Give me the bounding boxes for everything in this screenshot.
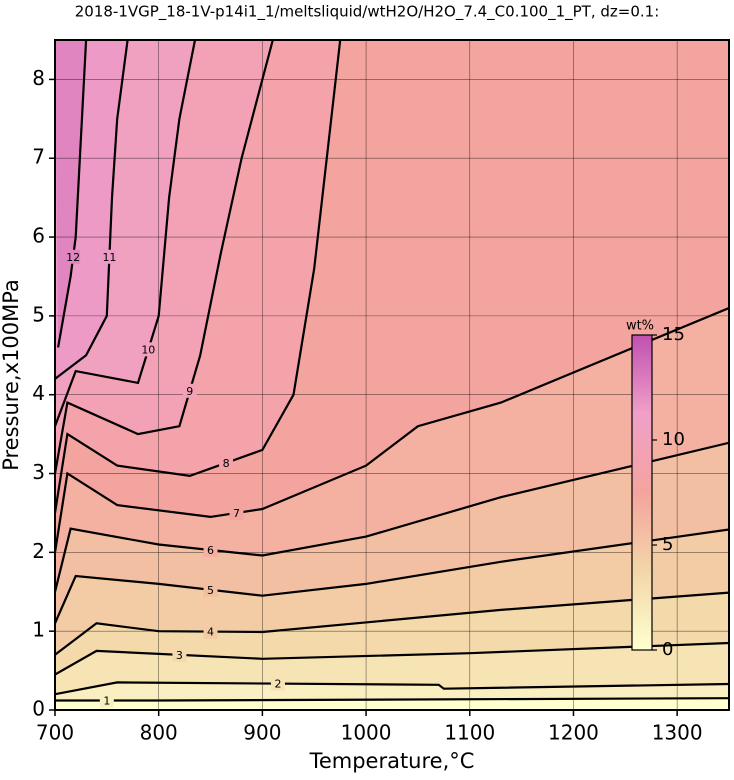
x-tick-label: 1300 <box>652 721 703 745</box>
y-tick-label: 2 <box>32 539 45 563</box>
contour-line <box>55 681 729 696</box>
contour-label: 11 <box>102 251 116 264</box>
colorbar-bar <box>631 334 653 651</box>
contour-line <box>55 306 729 553</box>
contour-label-bg <box>270 676 285 691</box>
contour-label: 6 <box>207 544 214 557</box>
contour-label: 1 <box>103 695 110 708</box>
y-tick-label: 3 <box>32 460 45 484</box>
colorbar-tick-label: 15 <box>662 324 685 345</box>
contour-label: 2 <box>274 678 281 691</box>
y-tick-label: 5 <box>32 302 45 326</box>
contour-label: 4 <box>207 626 214 639</box>
chart-title: 2018-1VGP_18-1V-p14i1_1/meltsliquid/wtH2… <box>75 3 660 22</box>
colorbar-tick-label: 5 <box>662 534 673 555</box>
contour-label: 3 <box>176 649 183 662</box>
colorbar-tick-label: 10 <box>662 429 685 450</box>
contour-label-bg <box>66 249 81 264</box>
y-tick-label: 0 <box>32 697 45 721</box>
contour-label: 10 <box>141 343 155 356</box>
contour-label-bg <box>102 249 117 264</box>
contour-label-bg <box>182 383 197 398</box>
y-axis-label: Pressure,x100MPa <box>0 279 23 471</box>
contour-label-bg <box>219 455 234 470</box>
contour-label-bg <box>172 647 187 662</box>
x-tick-label: 800 <box>140 721 178 745</box>
contour-label: 5 <box>207 584 214 597</box>
contour-label-bg <box>99 693 114 708</box>
x-axis-label: Temperature,°C <box>309 749 475 773</box>
contour-label: 8 <box>223 457 230 470</box>
contour-line <box>55 441 729 593</box>
contour-label-bg <box>203 624 218 639</box>
contour-line <box>55 528 729 624</box>
contour-label: 7 <box>233 507 240 520</box>
colorbar-tick-label: 0 <box>662 639 673 660</box>
x-tick-label: 1100 <box>444 721 495 745</box>
contour-label-bg <box>141 342 156 357</box>
y-tick-label: 4 <box>32 381 45 405</box>
contour-line <box>55 697 729 702</box>
contour-label-bg <box>203 542 218 557</box>
x-tick-label: 1000 <box>341 721 392 745</box>
contour-label-bg <box>203 582 218 597</box>
x-tick-label: 1200 <box>548 721 599 745</box>
plot-frame <box>54 39 730 711</box>
y-tick-label: 7 <box>32 145 45 169</box>
colorbar: wt% 0 5 10 15 <box>626 319 685 661</box>
y-tick-label: 1 <box>32 618 45 642</box>
contour-label: 12 <box>66 251 80 264</box>
x-tick-label: 900 <box>243 721 281 745</box>
y-tick-label: 6 <box>32 224 45 248</box>
y-tick-label: 8 <box>32 66 45 90</box>
contour-line <box>55 40 197 427</box>
contour-label: 9 <box>186 385 193 398</box>
contour-line <box>55 641 729 676</box>
contour-fills <box>55 40 729 710</box>
contour-label-bg <box>229 505 244 520</box>
x-tick-label: 700 <box>36 721 74 745</box>
colorbar-label: wt% <box>626 319 654 334</box>
contour-band <box>55 40 87 348</box>
